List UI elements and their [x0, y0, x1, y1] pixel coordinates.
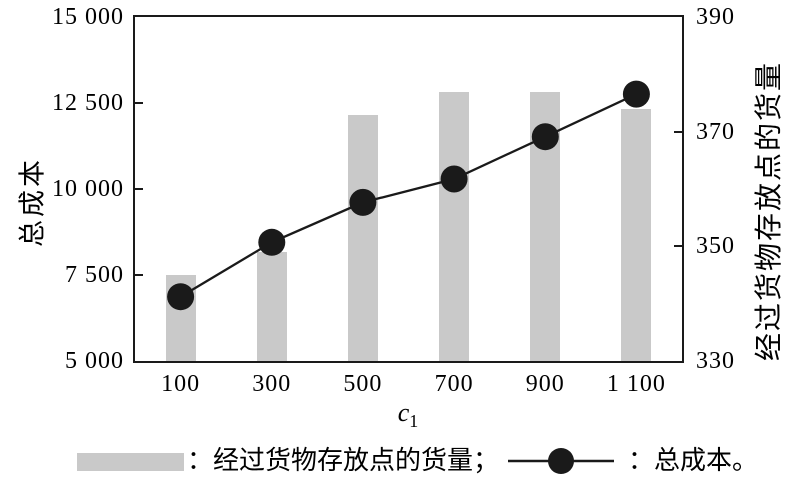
- left-axis-tick: [135, 102, 143, 104]
- x-tick-label: 900: [525, 371, 565, 397]
- right-axis-tick-label: 350: [696, 233, 735, 260]
- data-point-marker: [531, 123, 559, 151]
- data-point-marker: [167, 283, 195, 311]
- right-axis-tick-label: 390: [696, 4, 735, 30]
- data-point-marker: [349, 188, 377, 216]
- bar-700: [439, 91, 470, 361]
- legend-label-cargo-volume: ：经过货物存放点的货量；: [187, 446, 500, 475]
- right-axis-tick-label: 370: [696, 118, 735, 145]
- left-axis-tick-label: 10 000: [52, 176, 124, 202]
- data-point-marker: [622, 80, 650, 108]
- x-axis-title-base: c: [397, 398, 410, 427]
- plot-area: [133, 15, 684, 363]
- legend-label-total-cost: ：总成本。: [628, 446, 759, 475]
- left-axis-tick-label: 7 500: [65, 262, 124, 288]
- x-axis-title-subscript: 1: [409, 411, 419, 432]
- legend-bar-swatch-icon: [77, 453, 184, 471]
- x-tick-label: 1 100: [606, 371, 666, 397]
- left-axis-tick-label: 5 000: [65, 348, 124, 374]
- data-point-marker: [258, 228, 286, 256]
- x-tick-label: 100: [161, 371, 201, 397]
- bar-500: [347, 114, 378, 361]
- bar-1100: [621, 108, 652, 361]
- left-axis-tick: [135, 274, 143, 276]
- right-axis-tick-label: 330: [696, 348, 735, 374]
- line-with-dot-icon: [508, 448, 614, 474]
- left-axis-tick-label: 15 000: [52, 4, 124, 30]
- total-cost-line-series: [167, 80, 650, 311]
- right-axis-title: 经过货物存放点的货量: [754, 60, 785, 362]
- x-axis-title: c1: [366, 399, 450, 435]
- legend-line-marker-icon: [505, 444, 617, 477]
- data-point-marker: [440, 165, 468, 193]
- right-axis-tick: [674, 245, 682, 248]
- x-tick-label: 300: [252, 371, 292, 397]
- legend: ：经过货物存放点的货量； ：总成本。: [0, 444, 800, 477]
- x-tick-label: 500: [343, 371, 383, 397]
- left-axis-tick: [135, 188, 143, 190]
- x-tick-label: 700: [434, 371, 474, 397]
- bar-300: [256, 252, 287, 361]
- left-axis-tick-label: 12 500: [52, 90, 124, 116]
- left-axis-title: 总成本: [17, 157, 48, 247]
- right-axis-tick: [674, 130, 682, 133]
